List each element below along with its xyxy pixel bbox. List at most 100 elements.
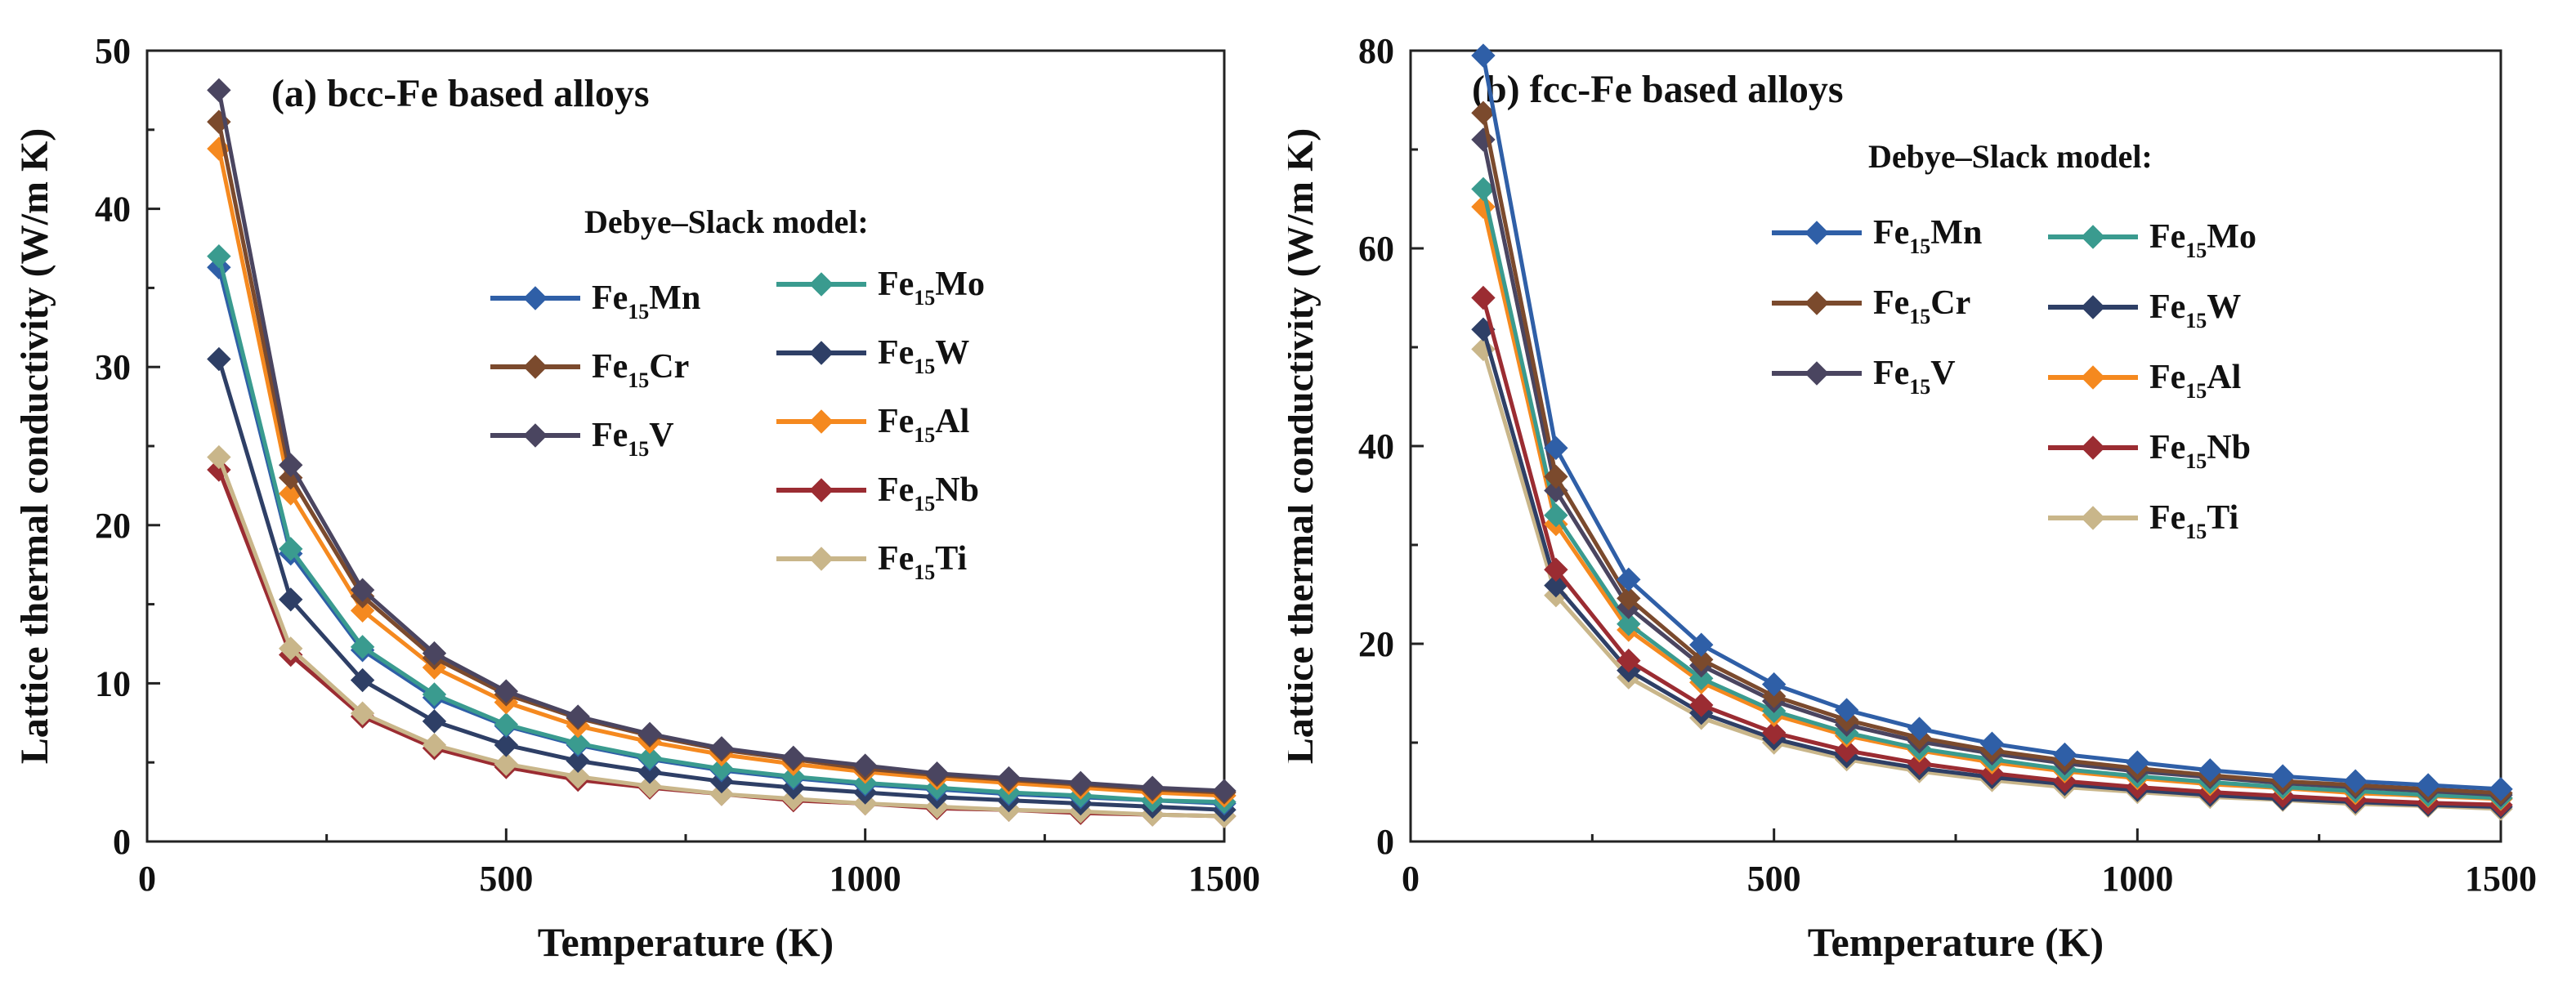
data-point-fe15v — [566, 704, 590, 729]
data-point-fe15nb — [1834, 738, 1859, 763]
data-point-fe15mn — [2052, 742, 2077, 767]
legend-label-fe15v: Fe15V — [592, 417, 674, 461]
x-tick-label: 1000 — [2101, 859, 2173, 899]
legend-label-fe15nb: Fe15Nb — [878, 471, 979, 516]
data-point-fe15v — [494, 679, 519, 703]
y-tick-label: 40 — [1358, 426, 1394, 466]
legend-title: Debye–Slack model: — [1868, 138, 2153, 175]
legend-label-fe15cr: Fe15Cr — [1873, 284, 1970, 328]
y-axis-label: Lattice thermal conductivity (W/m K) — [13, 128, 56, 765]
y-tick-label: 20 — [1358, 624, 1394, 664]
data-point-fe15v — [279, 453, 303, 477]
data-point-fe15mn — [2489, 777, 2513, 801]
data-point-fe15mo — [1617, 612, 1641, 636]
legend-marker-fe15al — [809, 409, 834, 434]
x-tick-label: 500 — [1747, 859, 1801, 899]
legend-label-fe15ti: Fe15Ti — [878, 540, 968, 584]
legend-marker-fe15cr — [1805, 291, 1829, 315]
legend-label-fe15al: Fe15Al — [878, 403, 969, 447]
data-point-fe15mo — [709, 757, 734, 781]
series-line-fe15al — [1481, 206, 2502, 801]
data-point-fe15cr — [1544, 464, 1568, 489]
y-tick-label: 50 — [95, 31, 131, 71]
chart-a-svg: 0 500 1000 1500 0 10 20 30 40 50 Temperature (K) La… — [13, 31, 1260, 965]
data-point-fe15v — [709, 736, 734, 761]
chart-panel-b: 0 500 1000 1500 0 20 40 60 80 Temperature (K) Latt… — [1278, 0, 2576, 987]
series-fe15v — [207, 78, 1237, 803]
data-point-fe15mn — [2416, 773, 2440, 797]
chart-title: (a) bcc-Fe based alloys — [271, 72, 650, 115]
legend-label-fe15w: Fe15W — [2149, 288, 2241, 333]
data-point-fe15ti — [494, 752, 519, 776]
data-point-fe15w — [279, 587, 303, 612]
data-point-fe15w — [494, 733, 519, 757]
data-point-fe15v — [852, 753, 878, 778]
legend-marker-fe15w — [2081, 295, 2105, 319]
data-point-fe15mo — [637, 745, 662, 770]
data-point-fe15ti — [637, 774, 662, 798]
data-point-fe15nb — [1761, 721, 1787, 745]
y-tick-label: 40 — [95, 190, 131, 230]
x-axis-label: Temperature (K) — [538, 919, 834, 965]
data-point-fe15cr — [1617, 586, 1641, 611]
y-axis-label: Lattice thermal conductivity (W/m K) — [1288, 128, 1322, 765]
legend-label-fe15cr: Fe15Cr — [592, 348, 689, 392]
data-point-fe15mo — [422, 682, 447, 707]
series-fe15cr — [1471, 100, 2513, 806]
legend: Debye–Slack model: Fe15Mn Fe15Cr Fe15V Fe15M… — [1772, 138, 2256, 543]
legend-marker-fe15ti — [809, 547, 834, 571]
data-point-fe15w — [637, 760, 662, 784]
data-point-fe15mn — [1544, 435, 1568, 461]
series-line-fe15mn — [217, 266, 1225, 806]
data-point-fe15v — [996, 766, 1022, 791]
data-point-fe15v — [924, 761, 950, 786]
legend-marker-fe15v — [523, 423, 548, 448]
legend-marker-fe15al — [2081, 365, 2105, 390]
series-line-fe15v — [1481, 139, 2502, 797]
data-point-fe15mn — [1834, 698, 1859, 722]
legend-marker-fe15w — [809, 341, 834, 365]
series-fe15mn — [207, 255, 1237, 816]
data-point-fe15nb — [1689, 693, 1714, 717]
legend-marker-fe15ti — [2081, 506, 2105, 530]
data-point-fe15v — [350, 578, 375, 602]
legend-label-fe15mo: Fe15Mo — [878, 266, 985, 310]
data-point-fe15v — [207, 78, 231, 103]
series-fe15mn — [1471, 43, 2513, 801]
legend-title: Debye–Slack model: — [584, 203, 869, 240]
series-line-fe15nb — [1481, 297, 2502, 807]
x-tick-label: 500 — [479, 859, 533, 899]
data-point-fe15mo — [494, 712, 519, 737]
y-tick-label: 0 — [1376, 822, 1394, 862]
legend-label-fe15nb: Fe15Nb — [2149, 429, 2251, 473]
data-point-fe15mo — [350, 635, 375, 659]
series-fe15mo — [1471, 176, 2513, 810]
data-point-fe15v — [637, 721, 662, 747]
legend-label-fe15mn: Fe15Mn — [1873, 214, 1982, 258]
data-point-fe15nb — [1907, 751, 1932, 776]
x-tick-label: 1000 — [830, 859, 901, 899]
y-tick-label: 0 — [113, 822, 131, 862]
data-point-fe15mn — [1617, 567, 1641, 592]
data-point-fe15w — [566, 748, 590, 773]
data-point-fe15v — [1068, 770, 1093, 796]
data-point-fe15w — [207, 346, 231, 372]
data-point-fe15ti — [566, 764, 590, 789]
data-point-fe15mo — [781, 764, 806, 789]
data-point-fe15ti — [709, 782, 734, 806]
legend-marker-fe15mn — [1805, 221, 1829, 245]
series-fe15mo — [207, 243, 1237, 815]
plot-frame — [145, 49, 1226, 843]
legend-marker-fe15nb — [809, 478, 834, 502]
data-point-fe15mn — [2270, 764, 2295, 788]
data-point-fe15v — [1212, 779, 1237, 803]
legend-marker-fe15cr — [523, 355, 548, 379]
legend-marker-fe15nb — [2081, 435, 2105, 460]
data-point-fe15ti — [350, 701, 375, 725]
chart-panel-a: 0 500 1000 1500 0 10 20 30 40 50 Temperature (K) La… — [0, 0, 1288, 987]
legend-marker-fe15mo — [2081, 225, 2105, 249]
data-point-fe15mn — [1979, 731, 2005, 756]
x-tick-label: 1500 — [1188, 859, 1260, 899]
series-line-fe15al — [217, 148, 1225, 798]
legend-marker-fe15v — [1805, 361, 1829, 386]
